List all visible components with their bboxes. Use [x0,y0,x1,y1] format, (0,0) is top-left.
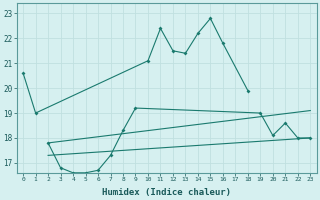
X-axis label: Humidex (Indice chaleur): Humidex (Indice chaleur) [102,188,231,197]
